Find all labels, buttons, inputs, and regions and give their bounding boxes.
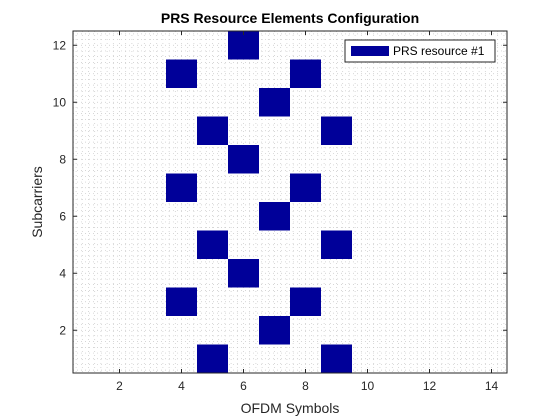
x-tick-label: 10 [361, 379, 375, 393]
x-axis-label: OFDM Symbols [241, 400, 340, 416]
resource-element-cell [259, 88, 290, 117]
chart-title: PRS Resource Elements Configuration [161, 10, 419, 26]
resource-element-cell [321, 344, 352, 373]
resource-element-cell [228, 259, 259, 288]
resource-element-cell [290, 173, 321, 202]
resource-element-cell [197, 116, 228, 145]
x-tick-label: 6 [240, 379, 247, 393]
resource-element-cell [166, 173, 197, 202]
resource-element-cell [290, 59, 321, 88]
y-tick-label: 4 [59, 266, 66, 280]
resource-element-cell [228, 31, 259, 60]
resource-element-cell [259, 202, 290, 231]
resource-element-cell [166, 287, 197, 316]
y-tick-label: 12 [53, 38, 67, 52]
x-tick-label: 14 [485, 379, 499, 393]
legend-swatch [351, 46, 389, 56]
legend: PRS resource #1 [344, 39, 496, 63]
legend-label: PRS resource #1 [393, 44, 485, 58]
y-tick-label: 8 [59, 152, 66, 166]
y-tick-label: 2 [59, 323, 66, 337]
y-tick-label: 10 [53, 95, 67, 109]
resource-element-cell [197, 344, 228, 373]
resource-element-cell [166, 59, 197, 88]
x-tick-label: 12 [423, 379, 437, 393]
x-tick-label: 4 [178, 379, 185, 393]
resource-element-cell [228, 145, 259, 174]
ticks: 2 4 6 8 10 12 14 2 4 6 8 10 12 [53, 31, 507, 393]
y-axis-label: Subcarriers [29, 166, 45, 238]
y-tick-label: 6 [59, 209, 66, 223]
resource-element-cell [197, 230, 228, 259]
axes-box [72, 30, 508, 374]
x-tick-label: 8 [302, 379, 309, 393]
resource-element-cell [321, 230, 352, 259]
resource-element-cell [259, 316, 290, 345]
resource-element-cell [290, 287, 321, 316]
resource-element-cell [321, 116, 352, 145]
legend-box [344, 39, 496, 63]
resource-elements [166, 31, 352, 373]
x-tick-label: 2 [116, 379, 123, 393]
